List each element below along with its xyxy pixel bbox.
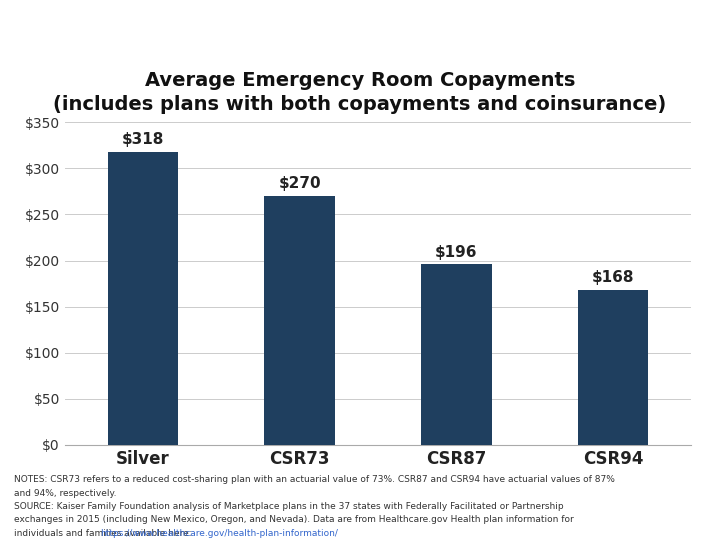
Bar xyxy=(421,264,492,445)
Text: $270: $270 xyxy=(279,176,321,191)
Text: $196: $196 xyxy=(435,245,477,260)
Text: Average Emergency Room Copayments: Average Emergency Room Copayments xyxy=(145,71,575,90)
Text: (includes plans with both copayments and coinsurance): (includes plans with both copayments and… xyxy=(53,95,667,114)
Text: $318: $318 xyxy=(122,132,164,147)
Bar xyxy=(577,290,648,445)
Text: https://www.healthcare.gov/health-plan-information/: https://www.healthcare.gov/health-plan-i… xyxy=(100,529,338,538)
Text: $168: $168 xyxy=(592,270,634,285)
Text: KAISER: KAISER xyxy=(617,497,679,512)
Text: exchanges in 2015 (including New Mexico, Oregon, and Nevada). Data are from Heal: exchanges in 2015 (including New Mexico,… xyxy=(14,515,574,524)
Text: NOTES: CSR73 refers to a reduced cost-sharing plan with an actuarial value of 73: NOTES: CSR73 refers to a reduced cost-sh… xyxy=(14,475,616,484)
Bar xyxy=(108,152,179,445)
Text: individuals and families available here:: individuals and families available here: xyxy=(14,529,195,538)
Text: SOURCE: Kaiser Family Foundation analysis of Marketplace plans in the 37 states : SOURCE: Kaiser Family Foundation analysi… xyxy=(14,502,564,511)
Bar xyxy=(264,196,335,445)
Text: THE HENRY J.: THE HENRY J. xyxy=(617,485,679,494)
Text: and 94%, respectively.: and 94%, respectively. xyxy=(14,489,117,498)
Text: FOUNDATION: FOUNDATION xyxy=(612,530,684,540)
Text: FAMILY: FAMILY xyxy=(624,514,672,527)
